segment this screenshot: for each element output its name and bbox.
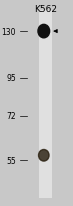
Text: 130: 130 — [2, 27, 16, 36]
Text: K562: K562 — [34, 5, 57, 14]
Bar — [39, 11, 52, 198]
Text: 95: 95 — [6, 74, 16, 83]
Ellipse shape — [38, 25, 50, 39]
Text: 72: 72 — [6, 112, 16, 121]
Text: 55: 55 — [6, 156, 16, 165]
Ellipse shape — [39, 150, 49, 161]
